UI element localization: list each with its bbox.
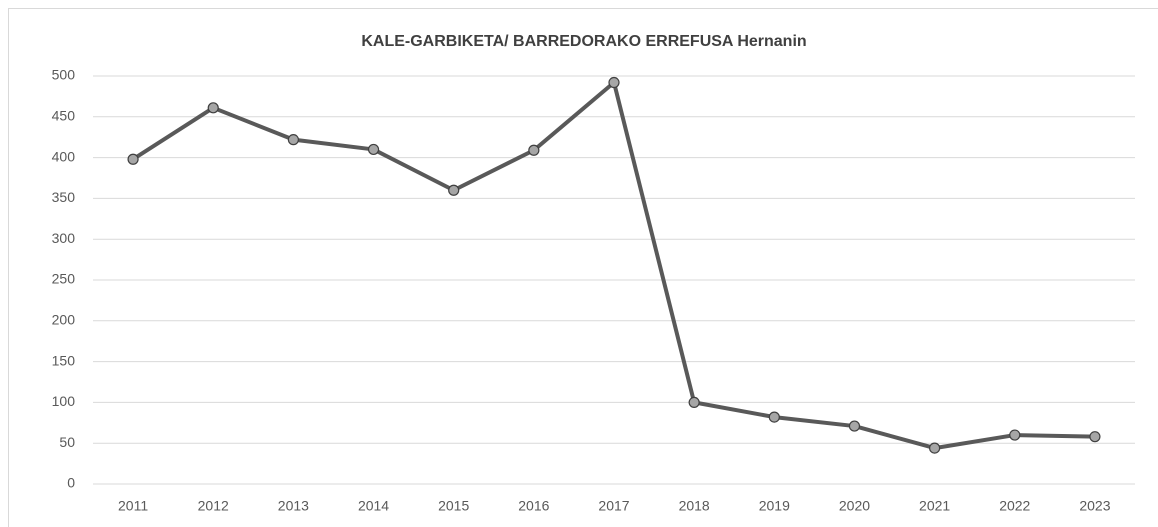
- x-tick-label: 2011: [118, 498, 148, 514]
- marker: [929, 442, 941, 454]
- x-tick-label: 2014: [358, 498, 389, 514]
- marker: [768, 411, 780, 423]
- x-tick-label: 2013: [278, 498, 309, 514]
- x-tick-label: 2015: [438, 498, 469, 514]
- y-tick-label: 250: [52, 271, 76, 287]
- x-tick-label: 2022: [999, 498, 1030, 514]
- y-tick-label: 0: [67, 475, 75, 491]
- marker: [1009, 429, 1021, 441]
- marker: [207, 102, 219, 114]
- x-tick-label: 2020: [839, 498, 870, 514]
- marker: [848, 420, 861, 432]
- x-tick-label: 2017: [598, 498, 629, 514]
- y-tick-label: 200: [52, 312, 76, 328]
- y-tick-label: 50: [59, 434, 75, 450]
- marker: [127, 153, 139, 165]
- x-tick-label: 2012: [198, 498, 229, 514]
- x-tick-label: 2019: [759, 498, 790, 514]
- x-tick-label: 2016: [518, 498, 549, 514]
- y-tick-label: 450: [52, 108, 76, 124]
- marker: [367, 143, 380, 156]
- marker: [608, 76, 620, 89]
- marker: [528, 144, 540, 156]
- y-tick-label: 100: [52, 393, 76, 409]
- y-tick-label: 150: [52, 352, 76, 368]
- x-tick-label: 2021: [919, 498, 950, 514]
- y-tick-label: 500: [52, 67, 76, 83]
- marker: [1089, 431, 1101, 443]
- x-tick-label: 2023: [1079, 498, 1110, 514]
- y-tick-label: 350: [52, 189, 76, 205]
- chart-title: KALE-GARBIKETA/ BARREDORAKO ERREFUSA Her…: [361, 33, 806, 50]
- marker: [448, 184, 460, 196]
- y-tick-label: 300: [52, 230, 76, 246]
- chart-frame: [8, 8, 1158, 527]
- y-tick-label: 400: [52, 148, 76, 164]
- marker: [688, 396, 700, 408]
- marker: [287, 134, 299, 146]
- x-tick-label: 2018: [679, 498, 710, 514]
